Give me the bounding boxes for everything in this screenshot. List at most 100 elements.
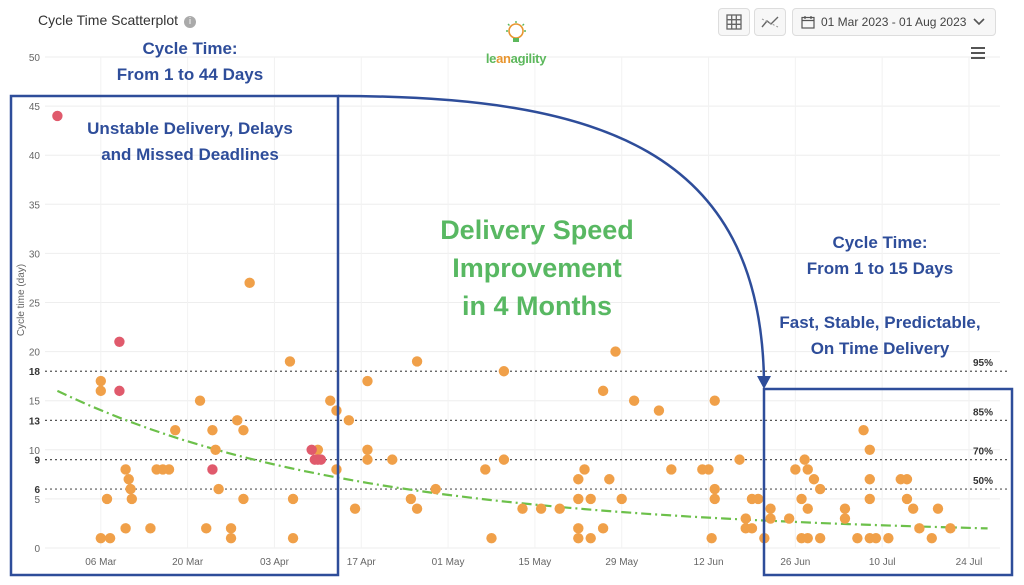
data-point	[597, 385, 609, 397]
x-tick-label: 20 Mar	[172, 557, 204, 568]
data-point	[284, 356, 296, 367]
x-tick-label: 03 Apr	[260, 557, 290, 568]
percentile-value: 13	[29, 416, 41, 427]
data-point	[95, 532, 107, 544]
data-point	[907, 503, 919, 514]
data-point	[814, 483, 826, 495]
annotation-top-left: Cycle Time: From 1 to 44 Days	[116, 39, 264, 84]
x-tick-label: 26 Jun	[780, 557, 810, 568]
annotation-right-box: Fast, Stable, Predictable, On Time Delive…	[779, 313, 981, 358]
data-point	[808, 474, 820, 485]
calendar-icon	[801, 16, 815, 29]
data-point	[604, 474, 615, 485]
data-point	[287, 493, 299, 505]
data-point	[145, 523, 156, 534]
date-range-text: 01 Mar 2023 - 01 Aug 2023	[821, 15, 967, 29]
data-point	[706, 532, 717, 544]
data-point	[585, 532, 596, 544]
y-axis-label: Cycle time (day)	[16, 264, 27, 336]
menu-icon[interactable]	[971, 47, 985, 59]
data-point	[802, 503, 813, 514]
data-points	[52, 110, 956, 544]
data-point	[926, 532, 937, 544]
data-point-outlier	[114, 385, 125, 397]
data-point	[104, 532, 116, 544]
percentile-value: 9	[34, 456, 40, 467]
chart-title: Cycle Time Scatterplot i	[38, 12, 197, 28]
data-point-outlier	[315, 454, 327, 465]
info-icon[interactable]: i	[184, 16, 197, 28]
data-point	[839, 513, 851, 524]
data-point	[480, 464, 491, 475]
percentile-label: 70%	[973, 447, 993, 458]
annotation-right: Cycle Time: From 1 to 15 Days	[806, 233, 954, 278]
data-point	[573, 532, 584, 544]
y-tick-label: 5	[34, 495, 40, 506]
data-point	[616, 493, 627, 505]
data-point	[790, 464, 801, 475]
y-tick-label: 35	[29, 200, 41, 211]
data-point	[628, 395, 640, 406]
annotation-center: Delivery Speed Improvement in 4 Months	[440, 215, 634, 321]
data-point	[125, 483, 136, 495]
date-range-picker[interactable]: 01 Mar 2023 - 01 Aug 2023	[792, 8, 996, 36]
data-point	[597, 523, 609, 534]
data-point	[799, 454, 810, 465]
data-point	[839, 503, 851, 514]
data-point	[945, 523, 956, 534]
data-point	[498, 366, 510, 377]
data-point	[120, 523, 131, 534]
data-point	[573, 493, 584, 505]
data-point	[287, 532, 299, 544]
data-point	[362, 375, 373, 387]
trend-view-button[interactable]	[754, 8, 786, 36]
right-period-box	[762, 387, 1014, 577]
data-point	[883, 532, 894, 544]
x-tick-label: 01 May	[432, 557, 465, 568]
lightbulb-icon	[506, 21, 526, 42]
arrowhead-icon	[757, 376, 771, 389]
data-point	[120, 464, 131, 475]
data-point	[864, 474, 875, 485]
data-point	[535, 503, 547, 514]
y-tick-label: 40	[29, 151, 41, 162]
left-period-box	[9, 94, 340, 577]
data-point	[752, 493, 764, 505]
data-point	[387, 454, 398, 465]
chevron-down-icon	[973, 18, 985, 26]
data-point	[101, 493, 113, 505]
data-point	[573, 474, 584, 485]
data-point	[331, 464, 342, 475]
percentile-label: 95%	[973, 358, 993, 369]
x-tick-label: 10 Jul	[869, 557, 896, 568]
data-point	[864, 444, 875, 455]
data-point-outlier	[306, 444, 317, 455]
data-point-outlier	[52, 110, 63, 122]
data-point	[740, 513, 751, 524]
data-point	[194, 395, 206, 406]
percentile-label: 85%	[973, 407, 993, 418]
data-point	[734, 454, 745, 465]
data-point	[213, 483, 224, 495]
percentile-value: 6	[34, 485, 40, 496]
data-point	[411, 356, 423, 367]
trend-icon	[761, 16, 779, 28]
grid-view-button[interactable]	[718, 8, 750, 36]
data-point	[331, 405, 342, 416]
data-point	[709, 395, 720, 406]
data-point	[362, 454, 373, 465]
data-point	[709, 493, 720, 505]
data-point	[349, 503, 361, 514]
data-point	[610, 346, 621, 357]
data-point	[238, 493, 249, 505]
x-tick-label: 29 May	[605, 557, 638, 568]
grid-icon	[726, 14, 742, 30]
data-point	[411, 503, 423, 514]
data-point	[802, 532, 813, 544]
x-tick-label: 17 Apr	[347, 557, 377, 568]
data-point	[858, 424, 869, 436]
data-point	[709, 483, 720, 495]
percentile-label: 50%	[973, 476, 993, 487]
data-point	[765, 513, 776, 524]
data-point	[362, 444, 373, 455]
